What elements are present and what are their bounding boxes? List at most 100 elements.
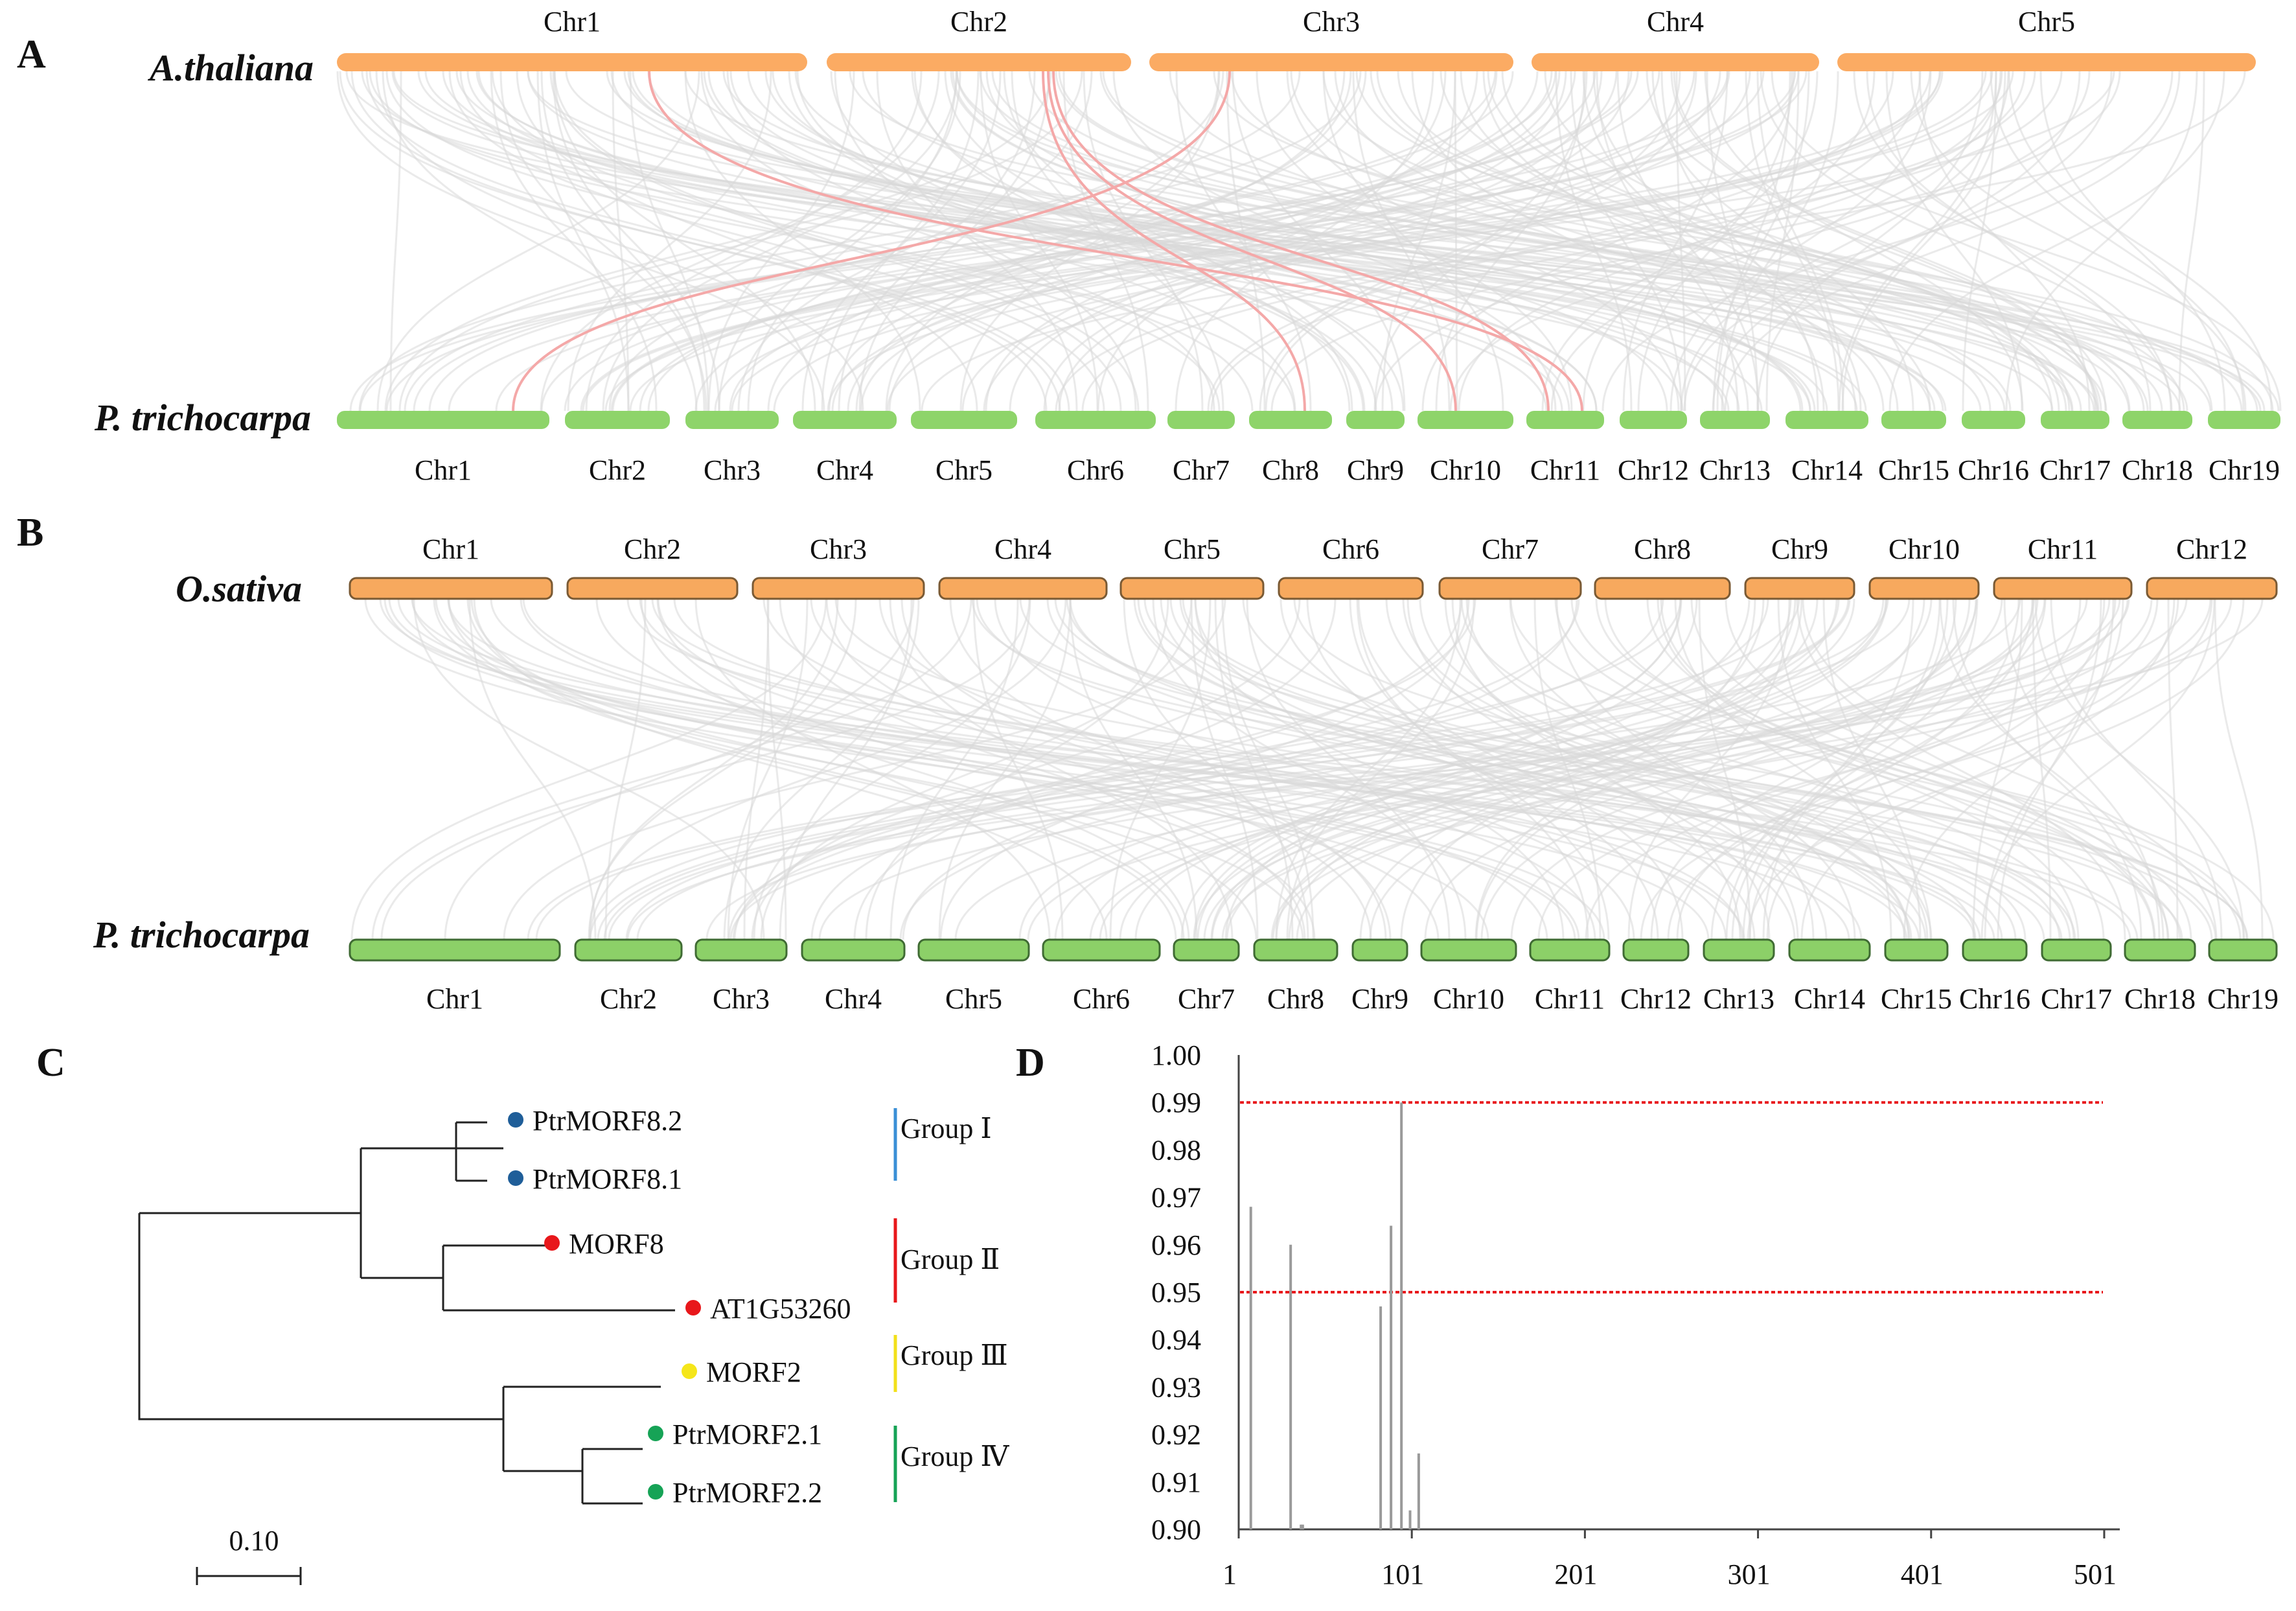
- leaf-label: AT1G53260: [710, 1293, 851, 1325]
- synteny-link: [728, 598, 1580, 940]
- chromosome-label: Chr2: [589, 454, 646, 486]
- synteny-link: [1670, 71, 2096, 411]
- y-tick-label: 0.92: [1151, 1419, 1201, 1451]
- chromosome-label: Chr1: [422, 533, 479, 565]
- synteny-link: [849, 71, 2258, 411]
- chromosome-bar: [574, 938, 683, 962]
- chromosome-label: Chr8: [1267, 983, 1324, 1015]
- synteny-link: [1570, 598, 2275, 940]
- chromosome-label: Chr1: [415, 454, 472, 486]
- synteny-link: [1454, 71, 1458, 411]
- chromosome-label: Chr9: [1347, 454, 1404, 486]
- panel-b-top-chromosomes: Chr1 Chr2 Chr3 Chr4 Chr5 Chr6 Chr7 Chr8 Chr9 Chr1…: [349, 533, 2278, 600]
- synteny-link: [810, 598, 1743, 940]
- synteny-link: [1556, 598, 1815, 940]
- leaf-marker: [544, 1235, 560, 1251]
- synteny-link: [1465, 598, 1929, 940]
- synteny-link: [747, 71, 958, 411]
- chromosome-bar: [917, 938, 1030, 962]
- synteny-link: [358, 71, 1301, 411]
- chromosome-bar: [1881, 411, 1946, 429]
- synteny-link: [1143, 598, 2213, 940]
- chromosome-bar: [2146, 577, 2278, 600]
- chromosome-label: Chr18: [2124, 983, 2196, 1015]
- synteny-link: [476, 71, 1867, 411]
- x-tick-label: 101: [1381, 1559, 1424, 1590]
- synteny-link: [939, 598, 1470, 940]
- synteny-link: [2008, 71, 2273, 411]
- chart-axes: [1237, 1055, 2120, 1531]
- x-tick-label: 301: [1728, 1559, 1771, 1590]
- chromosome-bar: [1993, 577, 2133, 600]
- synteny-link: [380, 598, 1031, 940]
- synteny-link: [612, 71, 1765, 411]
- leaf-marker: [648, 1484, 663, 1500]
- panel-a-highlight-links: [512, 71, 1583, 411]
- chromosome-bar: [1837, 53, 2256, 71]
- synteny-link: [359, 71, 1729, 411]
- chromosome-bar: [827, 53, 1131, 71]
- chart-threshold-lines: [1240, 1101, 2103, 1293]
- synteny-link: [1290, 71, 1885, 411]
- synteny-link: [470, 598, 1257, 940]
- chromosome-bar: [1351, 938, 1408, 962]
- chromosome-label: Chr16: [1959, 983, 2030, 1015]
- chromosome-bar: [2208, 411, 2280, 429]
- synteny-link: [536, 71, 630, 411]
- chromosome-label: Chr2: [950, 6, 1007, 38]
- y-tick-label: 0.91: [1151, 1466, 1201, 1498]
- synteny-link: [1555, 71, 1633, 411]
- synteny-link: [625, 598, 1889, 940]
- chromosome-bar: [801, 938, 906, 962]
- synteny-link: [1771, 71, 2282, 411]
- synteny-link: [1137, 598, 1906, 940]
- synteny-link: [1725, 598, 2169, 940]
- chromosome-bar: [2122, 411, 2192, 429]
- synteny-link: [1119, 598, 1887, 940]
- synteny-link: [1972, 598, 2023, 940]
- synteny-link: [726, 71, 1296, 411]
- group-label: Group Ⅳ: [901, 1441, 1009, 1472]
- chromosome-label: Chr13: [1703, 983, 1774, 1015]
- chromosome-bar: [1149, 53, 1513, 71]
- synteny-link: [1221, 598, 2212, 940]
- synteny-link: [950, 71, 1802, 411]
- synteny-link: [376, 71, 700, 411]
- synteny-link: [448, 71, 1105, 411]
- chromosome-bar: [1438, 577, 1582, 600]
- y-tick-label: 0.98: [1151, 1134, 1201, 1166]
- synteny-link: [961, 71, 1721, 411]
- synteny-link: [1601, 71, 2174, 411]
- chromosome-bar: [1785, 411, 1868, 429]
- x-tick-label: 1: [1223, 1559, 1237, 1590]
- synteny-link: [1570, 71, 1682, 411]
- synteny-link: [834, 598, 2003, 940]
- panel-a-synteny: A A.thaliana P. trichocarpa Chr1 Chr2 Chr3…: [17, 6, 2282, 486]
- synteny-link: [1510, 598, 2242, 940]
- chromosome-bar: [1526, 411, 1604, 429]
- synteny-link: [535, 598, 1850, 940]
- chromosome-label: Chr5: [945, 983, 1002, 1015]
- chromosome-bar: [337, 53, 807, 71]
- chromosome-bar: [938, 577, 1108, 600]
- synteny-link: [954, 598, 2129, 940]
- chromosome-bar: [911, 411, 1017, 429]
- synteny-link: [1680, 71, 2010, 411]
- synteny-link: [595, 598, 1440, 940]
- chromosome-label: Chr16: [1958, 454, 2029, 486]
- chromosome-label: Chr3: [810, 533, 867, 565]
- synteny-link: [466, 71, 1563, 411]
- synteny-link: [1169, 598, 2026, 940]
- chromosome-label: Chr12: [1618, 454, 1689, 486]
- synteny-link: [371, 598, 972, 940]
- synteny-link: [727, 598, 809, 940]
- synteny-link: [2034, 598, 2245, 940]
- synteny-link: [1990, 71, 2245, 411]
- leaf-label: MORF2: [706, 1356, 801, 1388]
- synteny-link: [1421, 71, 1795, 411]
- synteny-link: [1646, 598, 2155, 940]
- synteny-link: [1175, 71, 1312, 411]
- chromosome-bar: [2041, 938, 2112, 962]
- synteny-link: [1246, 598, 1451, 940]
- synteny-link: [1055, 71, 2036, 411]
